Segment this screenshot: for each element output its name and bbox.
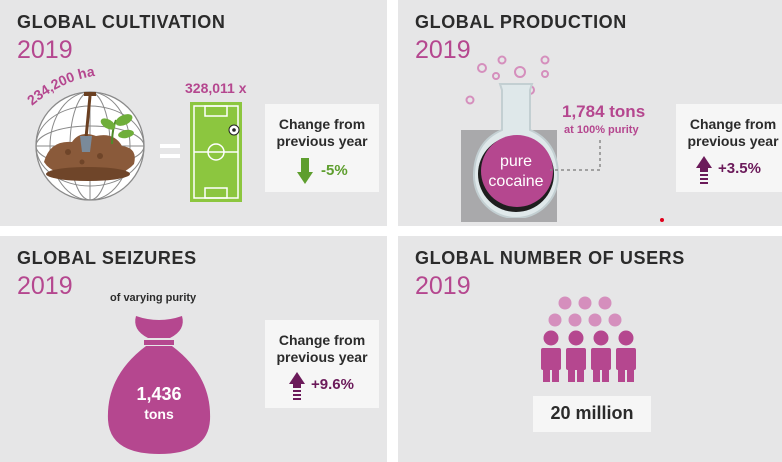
bag-icon (107, 316, 211, 454)
production-change-value: +3.5% (718, 160, 761, 177)
football-field-icon (190, 102, 242, 202)
seizures-amount-unit: tons (144, 406, 174, 422)
globe-soil-icon (35, 91, 145, 201)
production-change-box: Change from previous year +3.5% (676, 104, 782, 192)
cultivation-year: 2019 (17, 36, 73, 64)
seizures-title: GLOBAL SEIZURES (17, 248, 197, 268)
seizures-year: 2019 (17, 272, 73, 300)
seizures-change-value: +9.6% (311, 376, 354, 393)
cultivation-change-value: -5% (321, 162, 348, 179)
flask-icon (472, 83, 560, 218)
seizures-change-box: Change from previous year +9.6% (265, 320, 379, 408)
production-title: GLOBAL PRODUCTION (415, 12, 627, 32)
users-panel: GLOBAL NUMBER OF USERS 2019 20 million (398, 236, 782, 462)
seizures-amount-value: 1,436 (136, 384, 182, 404)
cultivation-title: GLOBAL CULTIVATION (17, 12, 226, 32)
production-purity: at 100% purity (564, 124, 639, 136)
football-field-count: 328,011 x (185, 80, 247, 96)
users-count-box: 20 million (533, 396, 651, 432)
people-group-icon (541, 296, 636, 382)
red-dot (660, 218, 664, 222)
production-amount: 1,784 tons (562, 102, 646, 121)
users-count: 20 million (550, 403, 634, 423)
production-panel: GLOBAL PRODUCTION 2019 pure cocaine 1,78… (398, 0, 782, 226)
cultivation-change-label: Change from previous year (276, 116, 368, 149)
cultivation-change-box: Change from previous year -5% (265, 104, 379, 192)
seizures-panel: GLOBAL SEIZURES 2019 of varying purity 1… (0, 236, 387, 462)
arrow-down-icon (297, 158, 313, 184)
dotted-connector (550, 140, 601, 171)
arrow-up-icon (289, 372, 305, 400)
users-year: 2019 (415, 272, 471, 300)
seizures-note: of varying purity (110, 292, 197, 304)
equals-top-bar (160, 144, 180, 148)
production-year: 2019 (415, 36, 471, 64)
cultivation-panel: GLOBAL CULTIVATION 2019 234,200 ha (0, 0, 387, 226)
users-title: GLOBAL NUMBER OF USERS (415, 248, 685, 268)
seizures-change-label: Change from previous year (276, 332, 368, 365)
arrow-up-icon (696, 156, 712, 184)
production-change-label: Change from previous year (687, 116, 779, 149)
flask-label: pure cocaine (488, 153, 544, 190)
equals-bottom-bar (160, 154, 180, 158)
